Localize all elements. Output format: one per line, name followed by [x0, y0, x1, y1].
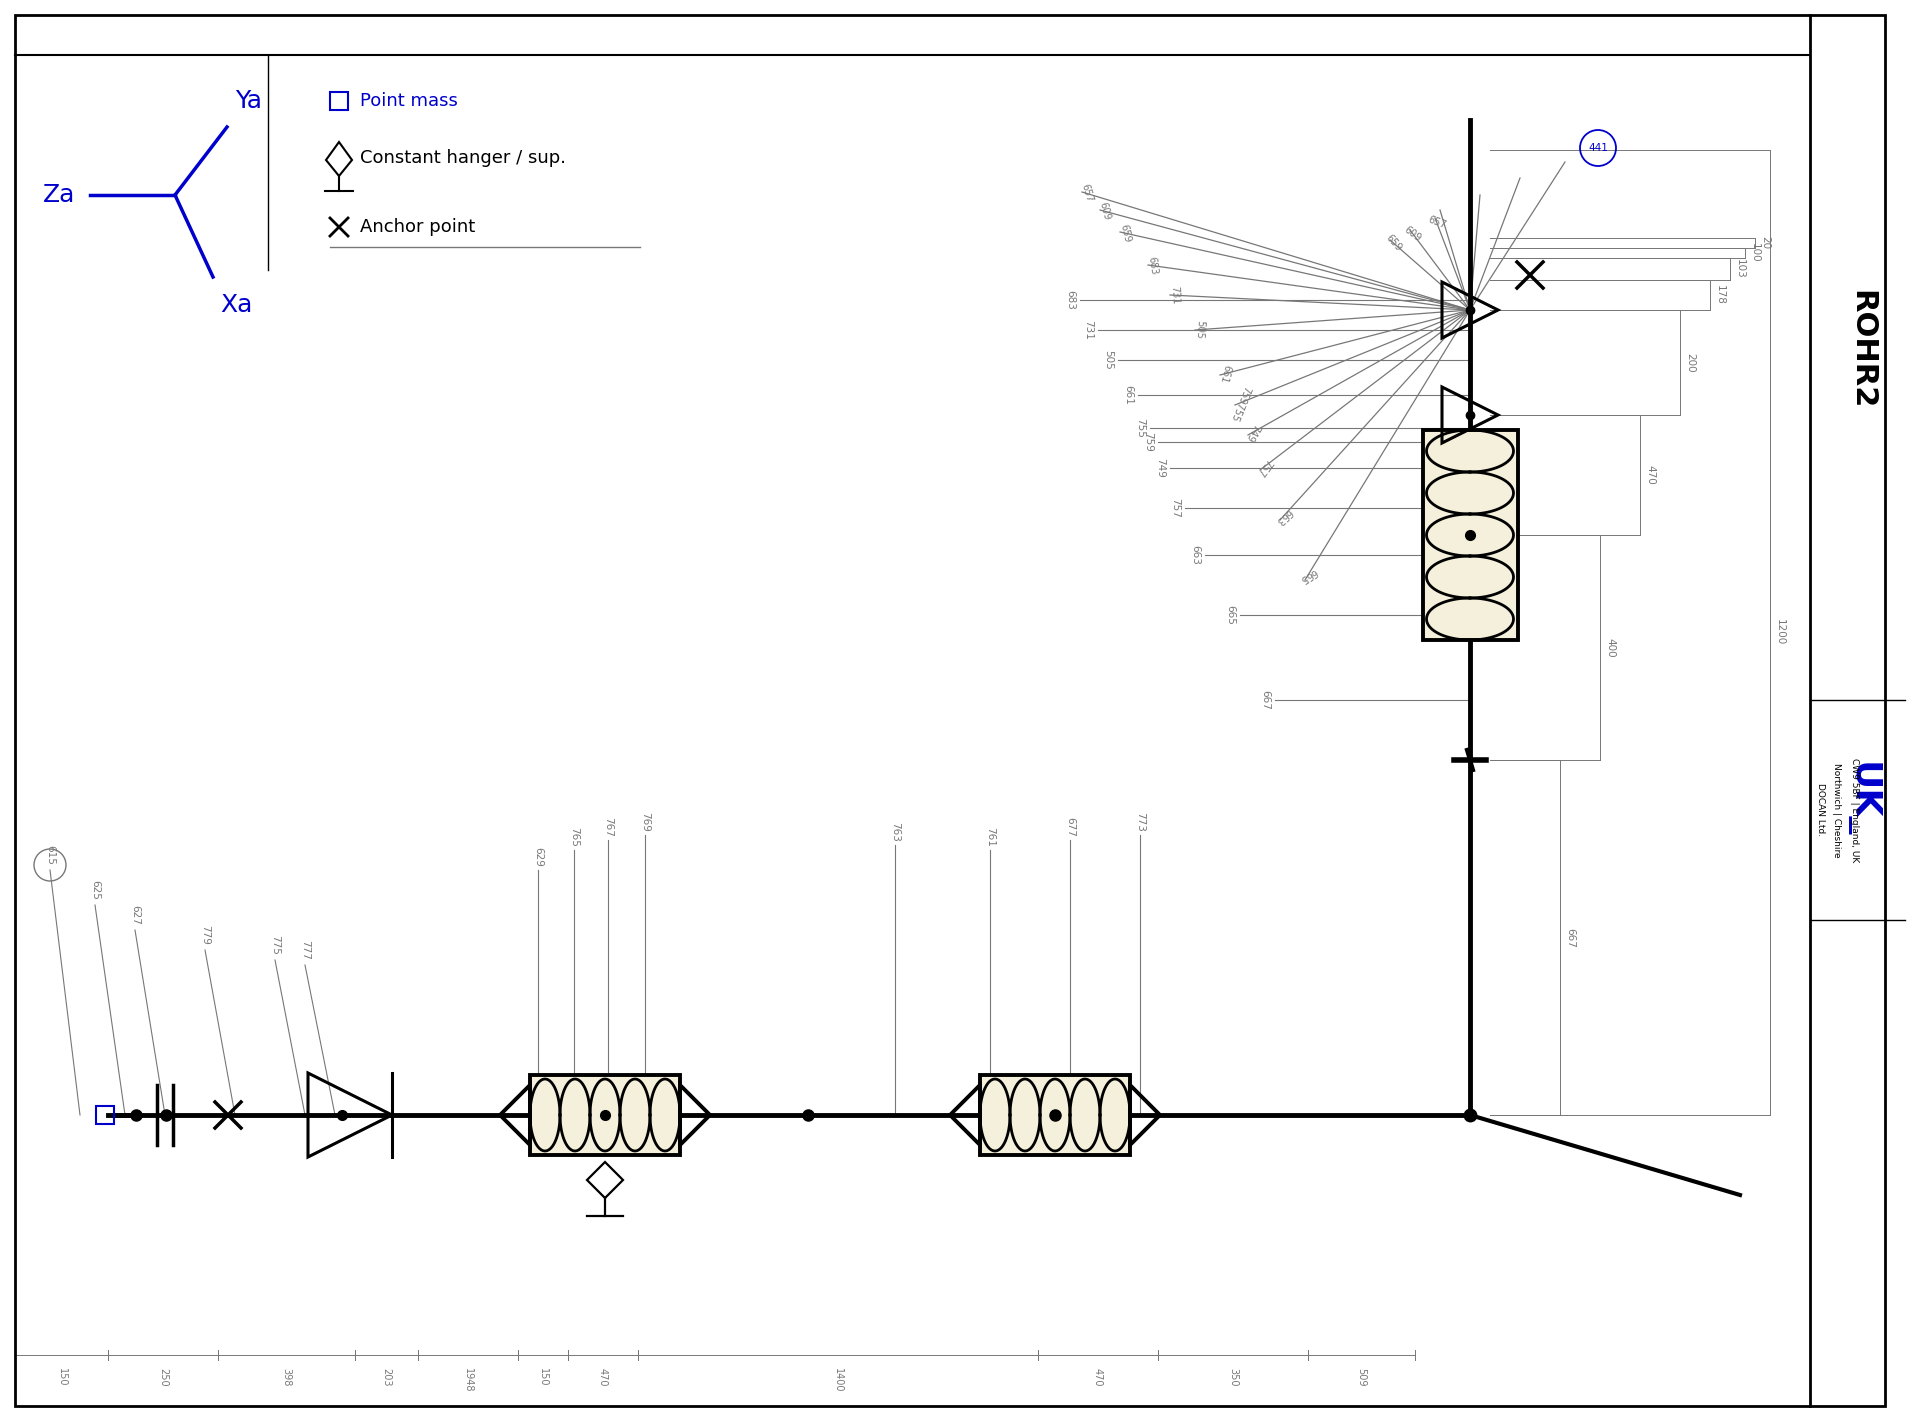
Text: 441: 441 — [1588, 144, 1607, 153]
Text: 350: 350 — [1229, 1368, 1238, 1387]
Text: 609: 609 — [1098, 202, 1112, 222]
Text: 398: 398 — [282, 1368, 292, 1387]
Text: 103: 103 — [1736, 259, 1745, 279]
Text: 757: 757 — [1254, 456, 1273, 477]
Text: 400: 400 — [1605, 638, 1615, 658]
Text: 763: 763 — [891, 823, 900, 843]
Bar — [530, 1076, 680, 1155]
Text: 20: 20 — [1761, 236, 1770, 250]
Text: 759: 759 — [1142, 432, 1154, 452]
Text: 667: 667 — [1565, 928, 1574, 948]
Text: 627: 627 — [131, 905, 140, 925]
Text: 100: 100 — [1749, 243, 1761, 263]
Text: DOCAN Ltd.: DOCAN Ltd. — [1816, 783, 1824, 837]
Text: Xa: Xa — [221, 293, 252, 317]
Text: 505: 505 — [1102, 350, 1114, 369]
Bar — [979, 1076, 1131, 1155]
Text: 150: 150 — [538, 1368, 547, 1387]
Bar — [1423, 431, 1517, 639]
Text: 761: 761 — [985, 827, 995, 847]
Text: 200: 200 — [1686, 352, 1695, 372]
Text: 757: 757 — [1169, 499, 1181, 517]
Bar — [96, 1106, 113, 1124]
Text: 683: 683 — [1146, 256, 1160, 276]
Text: 775: 775 — [271, 935, 280, 955]
Text: 470: 470 — [1645, 465, 1655, 485]
Text: 773: 773 — [1135, 813, 1144, 833]
Text: 767: 767 — [603, 817, 612, 837]
Text: 667: 667 — [1260, 691, 1269, 710]
Text: 1948: 1948 — [463, 1368, 472, 1393]
Text: 749: 749 — [1244, 422, 1261, 443]
Text: 779: 779 — [200, 925, 209, 945]
Text: Za: Za — [42, 183, 75, 207]
Text: 657: 657 — [1427, 215, 1448, 230]
Text: 1200: 1200 — [1774, 620, 1786, 645]
Text: 178: 178 — [1715, 286, 1724, 306]
Text: 505: 505 — [1194, 320, 1206, 340]
Text: 470: 470 — [1092, 1368, 1102, 1387]
Text: 203: 203 — [382, 1368, 392, 1387]
Text: 769: 769 — [639, 813, 651, 833]
Text: 629: 629 — [534, 847, 543, 867]
Text: 759755: 759755 — [1229, 384, 1252, 422]
Text: 765: 765 — [568, 827, 580, 847]
Text: 150: 150 — [56, 1368, 67, 1387]
Text: 755: 755 — [1135, 418, 1144, 438]
Text: 659: 659 — [1117, 223, 1131, 243]
Text: 659: 659 — [1384, 233, 1404, 253]
Text: Constant hanger / sup.: Constant hanger / sup. — [361, 149, 566, 168]
Text: 250: 250 — [157, 1368, 169, 1387]
Text: 663: 663 — [1273, 506, 1294, 526]
Text: CW9 5BF | England, UK: CW9 5BF | England, UK — [1849, 757, 1859, 863]
Text: Northwich | Cheshire: Northwich | Cheshire — [1832, 763, 1841, 857]
Text: 677: 677 — [1066, 817, 1075, 837]
Text: 609: 609 — [1404, 225, 1423, 243]
Text: 731: 731 — [1083, 320, 1092, 340]
Text: 777: 777 — [300, 941, 309, 961]
Text: Point mass: Point mass — [361, 92, 457, 109]
Text: 1400: 1400 — [833, 1368, 843, 1393]
Text: 661: 661 — [1217, 364, 1233, 384]
Text: 683: 683 — [1066, 290, 1075, 310]
Bar — [330, 92, 348, 109]
Text: 615: 615 — [44, 845, 56, 865]
Text: Anchor point: Anchor point — [361, 217, 476, 236]
Text: 663: 663 — [1190, 546, 1200, 566]
Text: 661: 661 — [1123, 385, 1133, 405]
Text: 749: 749 — [1156, 458, 1165, 477]
Text: 657: 657 — [1079, 183, 1094, 203]
Text: 470: 470 — [597, 1368, 609, 1387]
Text: 665: 665 — [1298, 567, 1319, 585]
Text: 509: 509 — [1357, 1368, 1367, 1387]
Text: UK_: UK_ — [1845, 762, 1880, 838]
Text: ROHR2: ROHR2 — [1847, 290, 1876, 409]
Text: Ya: Ya — [234, 90, 261, 114]
Text: 731: 731 — [1169, 286, 1181, 304]
Text: 625: 625 — [90, 880, 100, 899]
Text: 665: 665 — [1225, 605, 1235, 625]
